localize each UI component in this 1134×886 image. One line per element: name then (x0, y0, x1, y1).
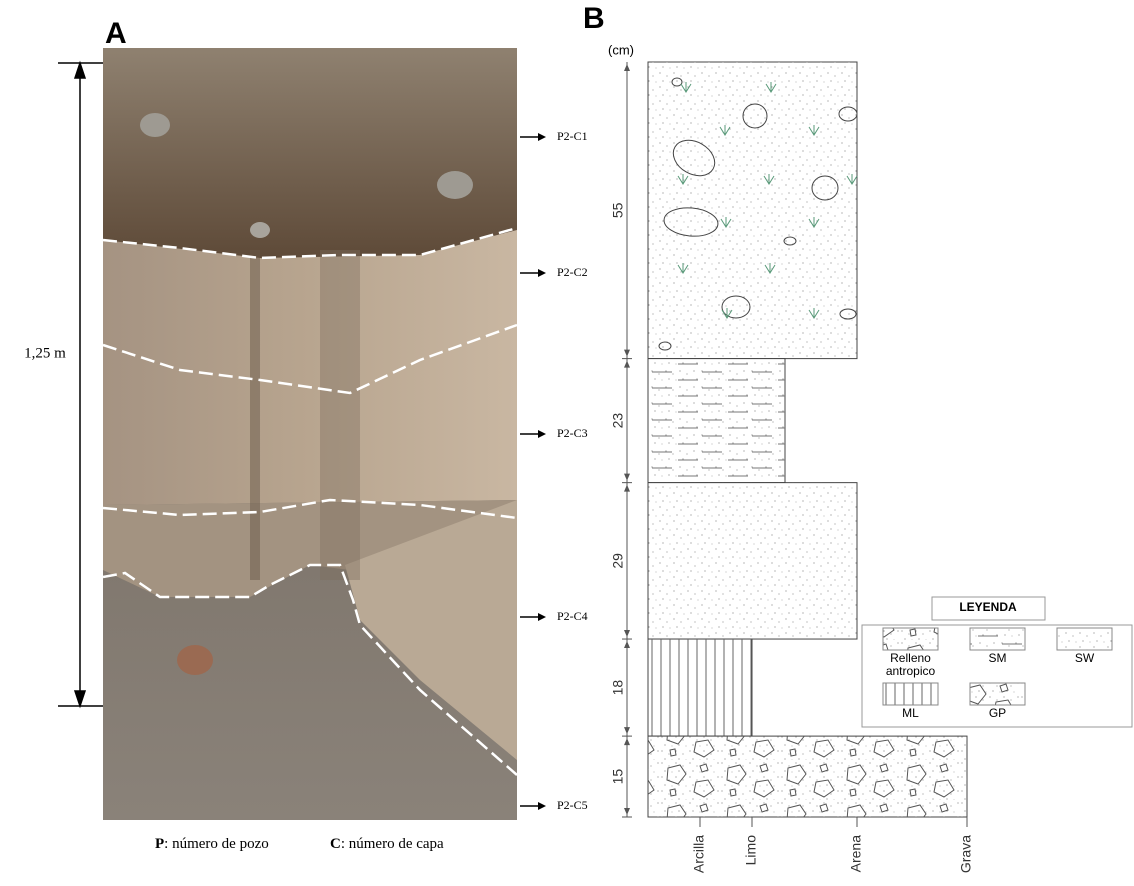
scale-label-bg (15, 340, 75, 368)
layer-label: P2-C1 (557, 129, 588, 143)
thickness-label: 23 (610, 413, 626, 429)
legend-key: C (330, 836, 341, 852)
thickness-label: 55 (610, 202, 626, 218)
legend-label: SM (988, 651, 1007, 665)
legend-swatch (882, 682, 939, 706)
layer-pattern (648, 639, 752, 737)
grass (720, 217, 732, 228)
grass (677, 174, 689, 185)
rock (663, 207, 719, 237)
legend-entry: C: número de capa (330, 836, 444, 852)
arrow-head (538, 430, 546, 438)
legend-swatch (969, 627, 1026, 651)
thickness-label: 15 (610, 769, 626, 785)
depth-arrow (624, 473, 630, 481)
legend-title-box (931, 596, 1046, 621)
layer-pattern (648, 62, 857, 359)
legend-label: ML (902, 706, 919, 720)
arrow-head (538, 613, 546, 621)
depth-arrow (624, 349, 630, 357)
depth-arrow (624, 64, 630, 71)
layer-pattern (648, 482, 857, 640)
rock (742, 103, 768, 129)
depth-arrow (624, 360, 630, 368)
legend-label: Relleno antropico (885, 651, 936, 678)
panel-label: A (105, 17, 127, 50)
depth-arrow (624, 641, 630, 649)
rock (838, 106, 858, 122)
grain-label: Arcilla (691, 835, 707, 873)
depth-arrow (624, 484, 630, 492)
height-label: 1,25 m (24, 345, 66, 361)
legend-swatch (1056, 627, 1113, 651)
depth-arrow (624, 738, 630, 746)
rock (783, 236, 797, 246)
rock (721, 295, 751, 319)
grass (721, 308, 733, 319)
legend-entry: P: número de pozo (155, 836, 269, 852)
rock (839, 308, 857, 320)
rock (671, 77, 683, 87)
grass (765, 82, 777, 93)
depth-arrow (624, 630, 630, 638)
layer-label: P2-C2 (557, 265, 588, 279)
legend-label: GP (988, 706, 1007, 720)
photo (102, 48, 518, 820)
thickness-label: 18 (610, 680, 626, 696)
legend-label: SW (1074, 651, 1095, 665)
grass (846, 174, 858, 185)
grain-label: Arena (848, 835, 864, 873)
grass (680, 82, 692, 93)
layer-label: P2-C4 (557, 609, 588, 623)
arrow-head (538, 133, 546, 141)
legend-key: P (155, 836, 164, 852)
unit-label: (cm) (608, 42, 634, 57)
layer-pattern (648, 358, 785, 483)
depth-arrow (624, 727, 630, 735)
legend-text: : número de capa (341, 836, 444, 852)
grass (764, 263, 776, 274)
grass (763, 174, 775, 185)
grass (808, 308, 820, 319)
layer-pattern (648, 736, 967, 817)
legend-text: : número de pozo (164, 836, 269, 852)
grain-label: Limo (743, 835, 759, 866)
grass (808, 125, 820, 136)
legend-title: LEYENDA (959, 600, 1017, 614)
grass (677, 263, 689, 274)
panel-label: B (583, 2, 605, 35)
layer-label: P2-C3 (557, 426, 588, 440)
thickness-label: 29 (610, 553, 626, 569)
scale-bar (58, 60, 103, 709)
depth-arrow (624, 808, 630, 815)
grain-label: Grava (958, 835, 974, 873)
arrow-head (538, 269, 546, 277)
legend-swatch (969, 682, 1026, 706)
legend-swatch (882, 627, 939, 651)
rock (658, 341, 672, 351)
rock (672, 139, 716, 177)
rock (811, 175, 839, 201)
grass (719, 125, 731, 136)
grass (808, 217, 820, 228)
layer-label: P2-C5 (557, 798, 588, 812)
arrow-head (538, 802, 546, 810)
